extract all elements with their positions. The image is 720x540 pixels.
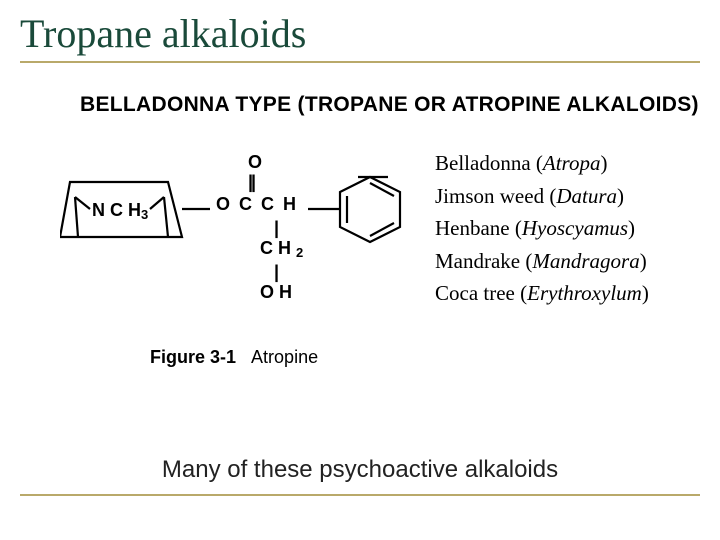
plant-common: Coca tree (435, 281, 515, 305)
plant-latin: Datura (556, 184, 617, 208)
chemical-structure: N C H3 O || O C C H | C H 2 | O H (60, 147, 405, 317)
plant-list: Belladonna (Atropa) Jimson weed (Datura)… (435, 147, 649, 310)
plant-latin: Hyoscyamus (522, 216, 628, 240)
slide: Tropane alkaloids BELLADONNA TYPE (TROPA… (0, 0, 720, 540)
plant-common: Jimson weed (435, 184, 544, 208)
plant-item: Henbane (Hyoscyamus) (435, 212, 649, 245)
label-ch2: C H 2 (260, 239, 303, 259)
plant-item: Coca tree (Erythroxylum) (435, 277, 649, 310)
ch2-text: C H (260, 238, 291, 258)
slide-title: Tropane alkaloids (20, 10, 700, 63)
section-heading: BELLADONNA TYPE (TROPANE OR ATROPINE ALK… (80, 93, 700, 117)
content-row: N C H3 O || O C C H | C H 2 | O H Bellad… (60, 147, 700, 317)
plant-common: Mandrake (435, 249, 520, 273)
figcap-rest: Atropine (251, 347, 318, 367)
plant-common: Belladonna (435, 151, 531, 175)
nch3-sub: 3 (141, 207, 148, 222)
label-bond2: | (274, 263, 279, 281)
footer-text: Many of these psychoactive alkaloids (0, 456, 720, 490)
label-bond1: | (274, 219, 279, 237)
nch3-text: N C H (92, 200, 141, 220)
footer-rule (20, 494, 700, 496)
plant-latin: Atropa (543, 151, 601, 175)
figcap-bold: Figure 3-1 (150, 347, 236, 367)
structure-svg (60, 147, 405, 317)
label-nch3: N C H3 (92, 201, 148, 221)
plant-latin: Mandragora (532, 249, 639, 273)
plant-item: Mandrake (Mandragora) (435, 245, 649, 278)
label-occh: O C C H (216, 195, 298, 213)
figure-caption: Figure 3-1 Atropine (150, 347, 700, 368)
plant-item: Belladonna (Atropa) (435, 147, 649, 180)
plant-latin: Erythroxylum (527, 281, 642, 305)
ch2-sub: 2 (296, 245, 303, 260)
label-o-top: O (248, 153, 262, 171)
plant-common: Henbane (435, 216, 510, 240)
label-oh: O H (260, 283, 292, 301)
label-dbl: || (248, 173, 254, 191)
plant-item: Jimson weed (Datura) (435, 180, 649, 213)
